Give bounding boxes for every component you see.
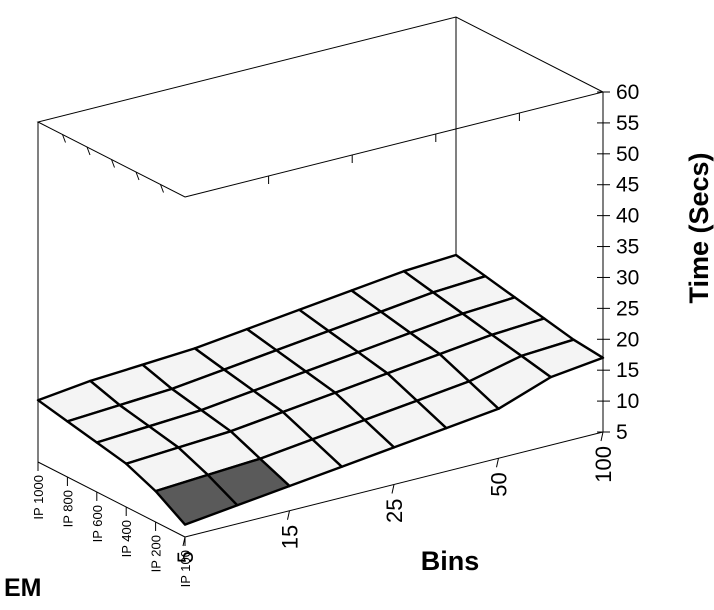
corner-label: EM bbox=[4, 574, 42, 602]
z-tick-label: 30 bbox=[616, 266, 639, 289]
y-tick-label: IP 800 bbox=[60, 490, 75, 527]
z-tick-label: 45 bbox=[616, 174, 639, 197]
x-tick-label: 25 bbox=[382, 499, 407, 523]
z-tick-label: 25 bbox=[616, 297, 639, 320]
x-axis-title: Bins bbox=[421, 546, 480, 576]
z-tick-label: 5 bbox=[616, 421, 628, 444]
y-tick-label: IP 400 bbox=[119, 520, 134, 557]
x-tick-label: 50 bbox=[487, 472, 512, 496]
floor-edge-y bbox=[37, 461, 186, 538]
z-tick-label: 15 bbox=[616, 359, 639, 382]
z-tick-label: 60 bbox=[616, 81, 639, 104]
surface-mesh bbox=[36, 253, 605, 526]
z-tick-label: 50 bbox=[616, 143, 639, 166]
rim-tick bbox=[160, 184, 164, 193]
z-tick-label: 55 bbox=[616, 112, 639, 135]
z-tick-label: 40 bbox=[616, 205, 639, 228]
y-tick-label: IP 200 bbox=[149, 535, 164, 572]
rim-tick bbox=[111, 159, 115, 168]
rim-tick bbox=[135, 171, 140, 181]
y-tick-label: IP 600 bbox=[90, 505, 105, 542]
z-tick-label: 20 bbox=[616, 328, 639, 351]
y-tick-label: IP 1000 bbox=[31, 475, 46, 520]
x-tick bbox=[391, 484, 395, 494]
surface-cell bbox=[154, 473, 239, 526]
z-tick-label: 10 bbox=[616, 390, 639, 413]
x-tick-label: 15 bbox=[278, 525, 303, 549]
rim-tick bbox=[62, 134, 66, 143]
x-tick bbox=[287, 510, 290, 520]
y-tick-label: IP 100 bbox=[178, 550, 193, 587]
top-rim bbox=[36, 16, 605, 198]
z-axis-title: Time (Secs) bbox=[684, 152, 714, 303]
z-tick-label: 35 bbox=[616, 236, 639, 259]
x-tick bbox=[600, 431, 604, 442]
x-tick bbox=[496, 458, 499, 468]
axis-labels: 5 10 15 20 25 30 35 40 45 50 55 60 5 15 25 50 100 IP 100 I… bbox=[31, 81, 639, 587]
rim-tick bbox=[86, 146, 91, 156]
x-tick-label: 100 bbox=[591, 446, 616, 483]
x-tick-label: 5 bbox=[173, 551, 198, 563]
